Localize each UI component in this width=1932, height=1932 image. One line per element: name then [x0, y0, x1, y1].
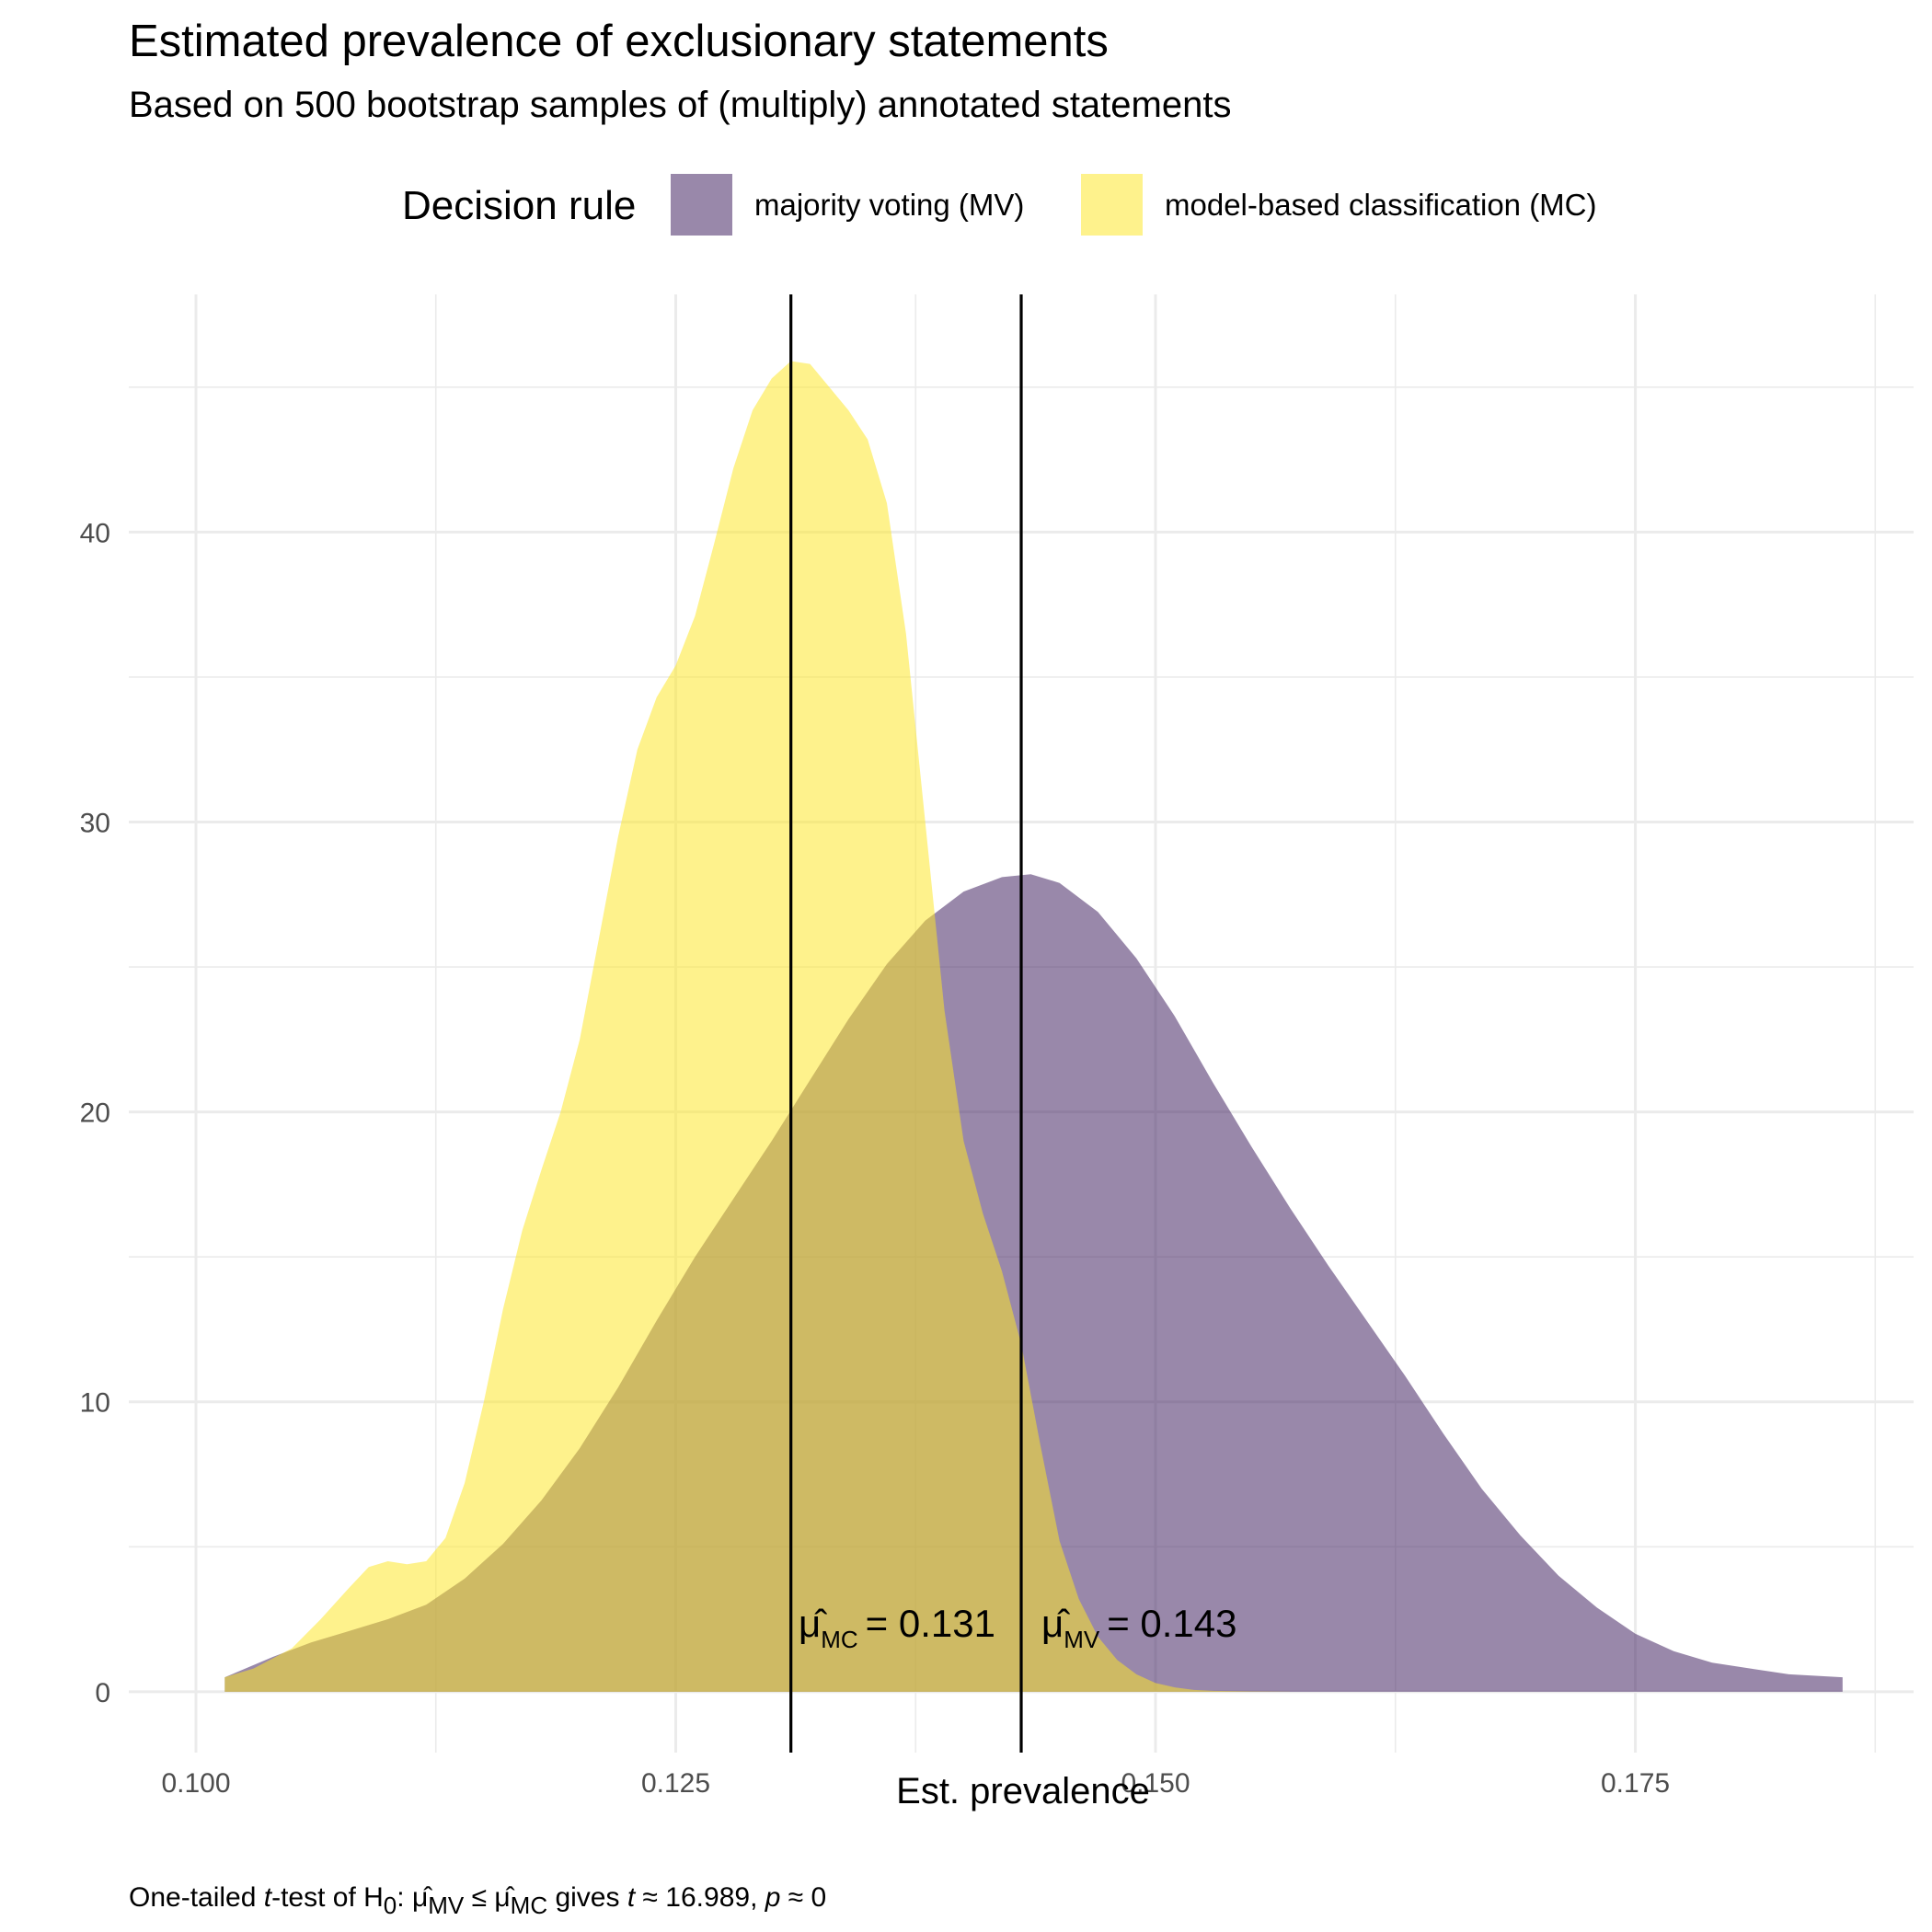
- mean-lines: [789, 294, 1023, 1753]
- caption-mv: MV: [428, 1892, 465, 1919]
- legend-swatch-mc: [1081, 174, 1143, 236]
- x-axis-label: Est. prevalence: [896, 1771, 1150, 1811]
- density-areas: [224, 361, 1843, 1692]
- legend-swatch-mv: [671, 174, 732, 236]
- caption-t1: t: [264, 1882, 273, 1913]
- mc-mean-value: = 0.131: [866, 1602, 995, 1645]
- caption: One-tailed t-test of H0: μ̂MV ≤ μ̂MC giv…: [129, 1882, 826, 1919]
- x-tick-label: 0.175: [1601, 1768, 1670, 1799]
- x-tick-label: 0.150: [1121, 1768, 1190, 1799]
- chart-title: Estimated prevalence of exclusionary sta…: [129, 17, 1109, 66]
- mv-mean-value: = 0.143: [1107, 1602, 1236, 1645]
- y-tick-label: 30: [80, 808, 110, 838]
- mv-mean-subscript: MV: [1064, 1626, 1100, 1653]
- y-axis-ticks: 0 10 20 30 40: [80, 518, 110, 1708]
- y-tick-label: 40: [80, 518, 110, 548]
- mc-mean-annotation: μ̂MC = 0.131: [799, 1602, 995, 1653]
- caption-part6: ≈ 0: [780, 1882, 826, 1913]
- y-tick-label: 0: [95, 1678, 110, 1708]
- caption-leq: ≤: [464, 1882, 494, 1913]
- legend-label-mv: majority voting (MV): [754, 188, 1024, 222]
- caption-mu1: μ̂: [412, 1882, 432, 1913]
- caption-part3: :: [397, 1882, 412, 1913]
- x-axis-ticks: 0.100 0.125 0.150 0.175: [161, 1768, 1670, 1799]
- density-area-mc: [224, 361, 1291, 1692]
- x-tick-label: 0.100: [161, 1768, 230, 1799]
- caption-t2: t: [627, 1882, 637, 1913]
- legend: Decision rule majority voting (MV) model…: [402, 174, 1597, 236]
- y-tick-label: 20: [80, 1098, 110, 1129]
- caption-part5: ≈ 16.989,: [635, 1882, 765, 1913]
- caption-p: p: [765, 1882, 781, 1913]
- mc-mean-subscript: MC: [821, 1626, 857, 1653]
- legend-label-mc: model-based classification (MC): [1165, 188, 1597, 222]
- caption-part4: gives: [547, 1882, 627, 1913]
- caption-sub0: 0: [384, 1892, 397, 1919]
- x-tick-label: 0.125: [641, 1768, 710, 1799]
- caption-part2: -test of H: [271, 1882, 384, 1913]
- caption-mc: MC: [511, 1892, 547, 1919]
- caption-mu2: μ̂: [494, 1882, 514, 1913]
- legend-title: Decision rule: [402, 183, 636, 228]
- y-tick-label: 10: [80, 1388, 110, 1419]
- chart-subtitle: Based on 500 bootstrap samples of (multi…: [129, 85, 1231, 125]
- caption-part1: One-tailed: [129, 1882, 264, 1913]
